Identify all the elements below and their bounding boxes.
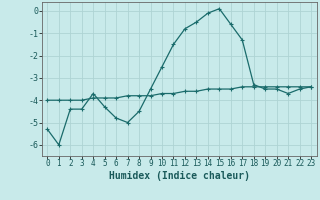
X-axis label: Humidex (Indice chaleur): Humidex (Indice chaleur): [109, 171, 250, 181]
